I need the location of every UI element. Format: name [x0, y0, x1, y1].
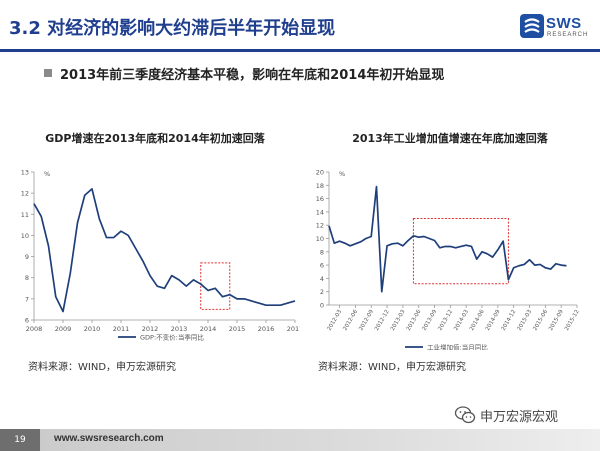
y-tick-label: 13: [21, 169, 29, 177]
slide-header: 3.2 对经济的影响大约滞后半年开始显现 SWS RESEARCH: [0, 0, 600, 52]
x-tick-label: 2014-03: [453, 309, 470, 332]
footer-bar: [0, 429, 600, 451]
highlight-box: [200, 262, 231, 310]
gdp-chart-panel: GDP增速在2013年底和2014年初加速回落 6 7 8 9 10 11 12 13% 200…: [10, 130, 300, 350]
watermark-text: 申万宏源宏观: [480, 410, 559, 425]
industrial-chart-source: 资料来源：WIND，申万宏源研究: [318, 362, 467, 373]
y-tick-label: 6: [320, 262, 324, 270]
y-tick-label: 12: [316, 222, 324, 230]
y-tick-label: 16: [316, 195, 324, 203]
page-number: 19: [0, 429, 40, 451]
sws-logo: SWS RESEARCH: [520, 14, 592, 42]
series-line: [328, 185, 567, 293]
logo-text: SWS: [546, 15, 582, 32]
logo-subtext: RESEARCH: [547, 32, 589, 38]
highlight-box: [412, 218, 509, 285]
gdp-chart-title: GDP增速在2013年底和2014年初加速回落: [45, 132, 265, 145]
y-tick-label: 7: [25, 295, 29, 303]
slide-footer: 19 www.swsresearch.com: [0, 429, 600, 451]
x-tick-label: 2012-03: [327, 309, 344, 332]
x-tick-label: 2013-09: [422, 309, 439, 332]
x-tick-label: 2009: [55, 325, 72, 333]
footer-url[interactable]: www.swsresearch.com: [54, 433, 164, 444]
x-tick-label: 2016: [258, 325, 275, 333]
y-tick-label: 9: [25, 253, 29, 261]
x-tick-label: 2013-12: [437, 309, 454, 332]
y-tick-label: 14: [316, 208, 324, 216]
y-unit-label: %: [44, 170, 50, 178]
x-tick-label: 2014-09: [485, 309, 502, 332]
y-tick-label: 4: [320, 275, 324, 283]
y-tick-label: 0: [320, 302, 324, 310]
gdp-chart: 6 7 8 9 10 11 12 13 % 2008 2009 2010 2011 2012 2013 201…: [21, 169, 300, 342]
x-tick-label: 2013: [171, 325, 188, 333]
slide-title: 3.2 对经济的影响大约滞后半年开始显现: [9, 18, 336, 39]
y-tick-label: 10: [316, 235, 324, 243]
y-tick-label: 6: [25, 317, 29, 325]
y-tick-label: 8: [25, 274, 29, 282]
y-tick-label: 20: [316, 169, 324, 177]
y-tick-label: 2: [320, 288, 324, 296]
sws-logo-icon: [520, 14, 544, 38]
bullet-square-icon: [44, 69, 52, 77]
x-tick-label: 2012: [142, 325, 159, 333]
x-tick-label: 2012-06: [342, 309, 359, 332]
legend-label: 工业增加值:当月同比: [427, 343, 488, 351]
gdp-chart-source: 资料来源：WIND，申万宏源研究: [28, 362, 177, 373]
x-tick-label: 2012-09: [358, 309, 375, 332]
y-tick-label: 8: [320, 248, 324, 256]
x-tick-label: 2012-12: [374, 309, 391, 332]
industrial-chart-title: 2013年工业增加值增速在年底加速回落: [352, 132, 548, 145]
x-tick-label: 2014-12: [501, 309, 518, 332]
x-tick-label: 2011: [113, 325, 130, 333]
y-tick-label: 11: [21, 211, 29, 219]
x-tick-label: 2013-06: [406, 309, 423, 332]
x-tick-label: 2015-09: [548, 309, 565, 332]
key-point-text: 2013年前三季度经济基本平稳，影响在年底和2014年初开始显现: [60, 68, 445, 83]
x-tick-label: 2014: [200, 325, 217, 333]
x-tick-label: 2014-06: [469, 309, 486, 332]
x-tick-label: 2010: [84, 325, 101, 333]
y-tick-label: 18: [316, 182, 324, 190]
x-tick-label: 2008: [26, 325, 43, 333]
x-tick-label: 2015: [229, 325, 246, 333]
x-tick-label: 2015-03: [517, 309, 534, 332]
industrial-chart-panel: 2013年工业增加值增速在年底加速回落 0 2 4 6 8 10 12 14 16 18 20% 20…: [305, 130, 595, 350]
x-tick-label: 2017: [287, 325, 300, 333]
wechat-icon: [454, 406, 476, 424]
series-line: [33, 188, 296, 313]
x-tick-label: 2015-12: [564, 309, 581, 332]
x-tick-label: 2015-06: [532, 309, 549, 332]
y-tick-label: 12: [21, 190, 29, 198]
y-tick-label: 10: [21, 232, 29, 240]
y-unit-label: %: [339, 170, 345, 178]
x-tick-label: 2013-03: [390, 309, 407, 332]
legend-label: GDP:不变价:当季同比: [140, 333, 204, 342]
header-divider: [0, 49, 600, 52]
